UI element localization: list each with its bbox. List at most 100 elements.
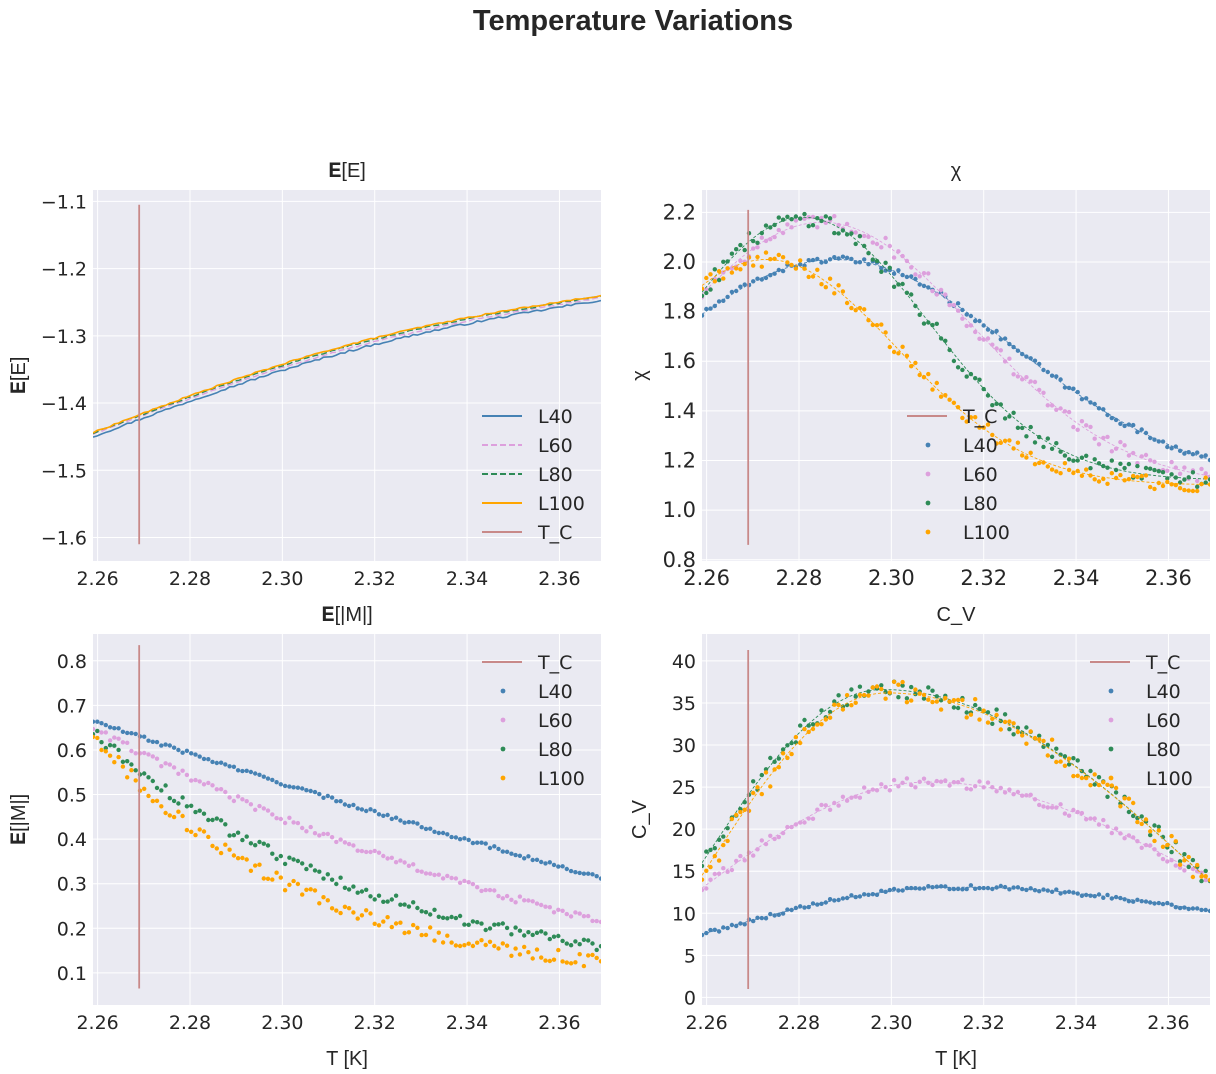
data-point-L100 (938, 394, 944, 399)
data-point-L80 (1105, 465, 1110, 470)
data-point-L60 (1203, 471, 1208, 476)
data-point-L40 (1101, 407, 1106, 412)
data-point-L80 (862, 243, 867, 249)
y-tick-label: −1.5 (41, 460, 87, 482)
data-point-L60 (1139, 845, 1144, 850)
data-point-L60 (704, 287, 709, 292)
data-point-L100 (526, 950, 531, 955)
data-point-L60 (1096, 822, 1102, 827)
data-point-L100 (947, 397, 952, 402)
data-point-L100 (1156, 828, 1162, 833)
y-tick-label: 0.3 (57, 874, 87, 896)
data-point-L60 (968, 323, 974, 328)
data-point-L100 (1028, 729, 1033, 734)
y-tick-label: 0.1 (57, 963, 87, 985)
data-point-L80 (265, 843, 271, 848)
data-point-L40 (1139, 899, 1144, 904)
data-point-L100 (1118, 472, 1123, 478)
grid (93, 190, 601, 561)
x-tick-label: 2.30 (868, 566, 915, 590)
data-point-L40 (793, 905, 799, 911)
data-point-L60 (1020, 793, 1025, 798)
data-point-L100 (1020, 733, 1025, 738)
data-point-L80 (857, 234, 863, 239)
data-point-L100 (581, 963, 587, 969)
data-point-L60 (857, 795, 863, 800)
data-point-L100 (802, 266, 807, 271)
data-point-L40 (543, 861, 548, 866)
data-point-L60 (802, 820, 807, 825)
data-point-L40 (1143, 430, 1149, 436)
data-point-L80 (891, 284, 897, 289)
data-point-L80 (573, 939, 578, 944)
data-point-L60 (1041, 804, 1046, 809)
data-point-L100 (577, 952, 582, 957)
data-point-L60 (364, 849, 369, 855)
data-point-L60 (926, 271, 931, 276)
data-point-L80 (1113, 467, 1119, 473)
data-point-L60 (223, 789, 228, 795)
data-point-L60 (457, 880, 463, 885)
data-point-L40 (406, 819, 412, 825)
data-point-L100 (751, 790, 756, 796)
data-point-L80 (755, 240, 760, 245)
data-point-L60 (1075, 809, 1080, 815)
data-point-L80 (951, 705, 957, 710)
data-point-L60 (329, 835, 335, 840)
data-point-L60 (810, 816, 816, 821)
data-point-L60 (977, 779, 982, 784)
data-point-L100 (423, 932, 429, 938)
data-point-L60 (129, 748, 134, 754)
data-point-L80 (725, 826, 730, 831)
data-point-L40 (806, 904, 811, 910)
data-point-L40 (751, 918, 756, 924)
data-point-L40 (240, 768, 245, 774)
data-point-L40 (896, 888, 901, 893)
data-point-L40 (1096, 406, 1102, 411)
data-point-L100 (844, 300, 850, 306)
data-point-L60 (1143, 842, 1149, 848)
data-point-L40 (874, 892, 880, 897)
data-point-L80 (702, 293, 705, 298)
data-point-L100 (146, 793, 151, 799)
data-point-L60 (1015, 374, 1021, 379)
data-point-L40 (436, 830, 441, 836)
data-point-L100 (1135, 819, 1140, 825)
data-point-L40 (721, 298, 726, 303)
legend-label: L80 (963, 493, 998, 515)
data-point-L60 (1118, 831, 1123, 836)
data-point-L60 (768, 237, 773, 242)
data-point-L80 (372, 897, 377, 902)
data-point-L100 (853, 700, 858, 705)
data-point-L80 (938, 336, 944, 341)
legend: T_C L40 L60 L80 L100 (482, 652, 585, 790)
data-point-L80 (1126, 461, 1132, 467)
data-point-L100 (785, 755, 790, 761)
data-point-L40 (904, 885, 910, 891)
data-point-L40 (1173, 905, 1179, 910)
data-point-L40 (810, 257, 816, 263)
data-point-L60 (218, 787, 224, 792)
data-point-L40 (368, 807, 373, 812)
data-point-L40 (981, 323, 986, 328)
data-point-L60 (522, 898, 527, 903)
data-point-L80 (1024, 434, 1029, 439)
data-point-L60 (581, 914, 587, 919)
series-L40 (702, 883, 1210, 938)
data-point-L80 (197, 808, 202, 813)
data-point-L40 (725, 925, 730, 931)
data-point-L80 (934, 694, 939, 699)
data-point-L40 (1186, 906, 1191, 912)
data-point-L60 (594, 918, 599, 924)
data-point-L60 (708, 877, 713, 882)
data-point-L80 (201, 811, 207, 816)
data-point-L60 (440, 876, 446, 881)
data-point-L100 (594, 955, 599, 961)
data-point-L80 (857, 684, 863, 689)
data-point-L60 (551, 910, 557, 915)
data-point-L100 (120, 764, 126, 769)
data-point-L80 (440, 915, 446, 920)
data-point-L60 (862, 233, 867, 239)
data-point-L100 (1169, 482, 1174, 487)
legend-item-L100: L100 (482, 493, 585, 515)
